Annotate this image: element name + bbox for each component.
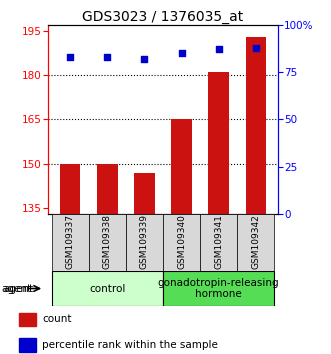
Bar (237, 214, 274, 271)
Text: GSM109341: GSM109341 (214, 214, 223, 269)
Text: count: count (42, 314, 72, 325)
Text: GSM109340: GSM109340 (177, 214, 186, 269)
Bar (19, 313, 36, 326)
Text: agent: agent (2, 284, 32, 293)
Bar (52, 271, 163, 306)
Bar (52, 214, 89, 271)
Bar (126, 214, 163, 271)
Bar (200, 214, 237, 271)
Bar (246, 36, 266, 214)
Bar (163, 214, 200, 271)
Point (216, 47, 221, 52)
Bar (97, 164, 118, 214)
Title: GDS3023 / 1376035_at: GDS3023 / 1376035_at (82, 10, 244, 24)
Text: GSM109342: GSM109342 (251, 214, 260, 269)
Text: GSM109338: GSM109338 (103, 214, 112, 269)
Point (179, 50, 184, 56)
Bar (134, 173, 155, 214)
Text: GSM109337: GSM109337 (66, 214, 75, 269)
Text: gonadotropin-releasing
hormone: gonadotropin-releasing hormone (158, 278, 279, 299)
Point (253, 45, 259, 50)
Point (105, 54, 110, 60)
Bar (19, 338, 36, 352)
Point (142, 56, 147, 62)
Bar (60, 164, 80, 214)
Bar (163, 271, 274, 306)
Bar (209, 72, 229, 214)
Bar (89, 214, 126, 271)
Text: agent: agent (3, 284, 33, 293)
Point (68, 54, 73, 60)
Text: percentile rank within the sample: percentile rank within the sample (42, 340, 218, 350)
Text: control: control (89, 284, 125, 293)
Bar (171, 119, 192, 214)
Text: GSM109339: GSM109339 (140, 214, 149, 269)
